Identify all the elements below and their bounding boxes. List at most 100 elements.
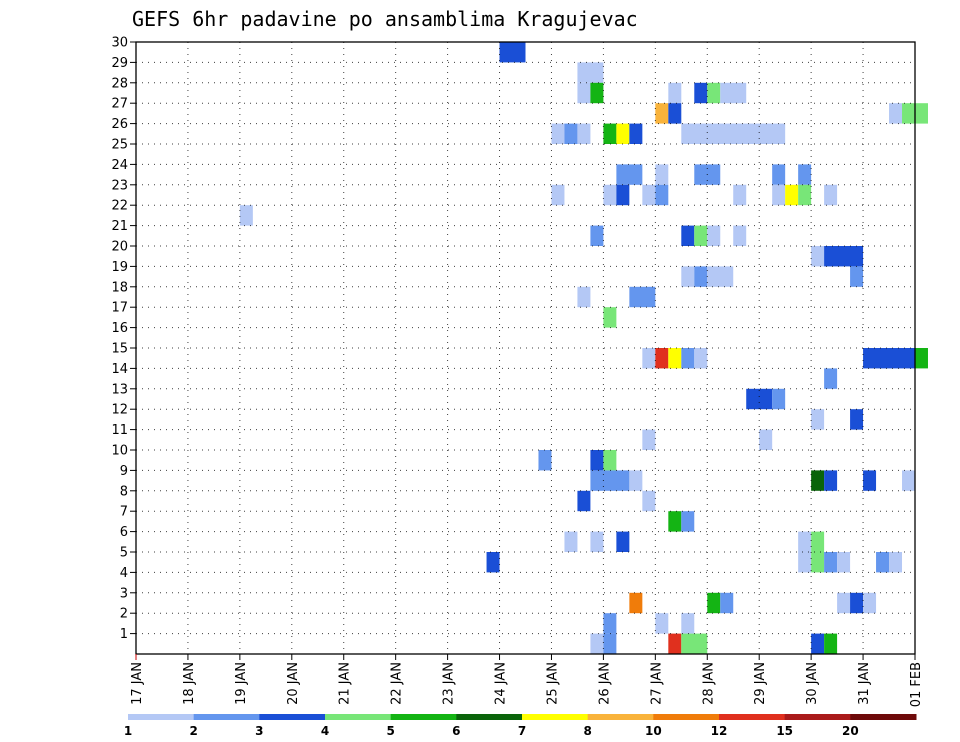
- cell-m6-s52: [811, 531, 825, 552]
- cell-m27-s41: [668, 103, 682, 124]
- cell-m9-s52: [811, 470, 825, 491]
- colorbar-swatch: [325, 714, 392, 720]
- y-tick-label: 8: [120, 484, 128, 499]
- y-tick-label: 19: [111, 260, 128, 275]
- cell-m19-s55: [850, 266, 864, 287]
- cell-m15-s43: [694, 348, 708, 369]
- cell-m6-s37: [616, 531, 630, 552]
- cell-m27-s58: [889, 103, 903, 124]
- y-tick-label: 22: [111, 199, 128, 214]
- colorbar-swatch: [193, 714, 260, 720]
- cell-m5-s58: [889, 552, 903, 573]
- cell-m18-s38: [629, 286, 656, 308]
- x-tick-label: 01 FEB: [909, 662, 924, 707]
- x-tick-label: 31 JAN: [857, 662, 872, 705]
- x-tick-label: 21 JAN: [338, 662, 353, 705]
- y-tick-label: 20: [111, 240, 128, 255]
- cell-m15-s39: [642, 348, 656, 369]
- cell-m23-s37: [616, 184, 630, 206]
- y-tick-label: 27: [111, 97, 128, 112]
- x-tick-label: 20 JAN: [286, 662, 301, 705]
- cell-m5-s53: [824, 552, 838, 573]
- cell-m24-s49: [772, 164, 786, 185]
- cell-m8-s39: [642, 490, 656, 512]
- y-tick-label: 3: [120, 586, 128, 601]
- cell-m6-s33: [564, 531, 578, 552]
- x-axis: 17 JAN 18 JAN 19 JAN 20 JAN 21 JAN 22 JAN 23 J…: [130, 654, 924, 707]
- grid-lines: [136, 41, 915, 654]
- y-tick-label: 11: [111, 423, 128, 438]
- cell-m5-s54: [837, 552, 851, 573]
- cell-m13-s47: [746, 388, 773, 410]
- cell-m20-s53: [824, 246, 864, 267]
- y-tick-label: 25: [111, 138, 128, 153]
- x-tick-label: 25 JAN: [545, 662, 560, 705]
- y-tick-label: 1: [120, 627, 128, 642]
- y-tick-label: 6: [120, 525, 128, 540]
- colorbar-label: 2: [189, 724, 197, 738]
- colorbar-label: 3: [255, 724, 263, 738]
- cell-m28-s41: [668, 82, 682, 104]
- colorbar-swatch: [259, 714, 326, 720]
- cell-m15-s60: [915, 348, 928, 369]
- colorbar-swatch: [390, 714, 457, 720]
- cell-m2-s36: [603, 613, 617, 634]
- colorbar-label: 1: [124, 724, 132, 738]
- y-tick-label: 29: [111, 56, 128, 71]
- x-tick-label: 29 JAN: [753, 662, 768, 705]
- colorbar-swatch: [587, 714, 654, 720]
- cell-m26-s42: [681, 123, 786, 144]
- colorbar-label: 20: [842, 724, 859, 738]
- cell-m17-s36: [603, 307, 617, 328]
- x-tick-label: 18 JAN: [182, 662, 197, 705]
- cell-m26-s32: [551, 123, 565, 144]
- cell-m1-s35: [590, 633, 604, 654]
- cell-m9-s35: [590, 470, 630, 491]
- x-tick-label: 19 JAN: [234, 662, 249, 705]
- cell-m23-s46: [733, 184, 747, 206]
- cell-m11-s39: [642, 429, 656, 450]
- cell-m9-s56: [863, 470, 877, 491]
- y-tick-label: 12: [111, 403, 128, 418]
- y-tick-label: 5: [120, 546, 128, 561]
- y-tick-label: 26: [111, 117, 128, 132]
- cell-m21-s42: [681, 225, 695, 246]
- y-tick-label: 13: [111, 382, 128, 397]
- cell-m9-s53: [824, 470, 838, 491]
- y-tick-label: 15: [111, 342, 128, 357]
- y-tick-label: 4: [120, 566, 128, 581]
- cell-m26-s38: [629, 123, 643, 144]
- x-tick-label: 24 JAN: [494, 662, 509, 705]
- colorbar-label: 10: [645, 724, 662, 738]
- cell-m28-s34: [577, 82, 591, 104]
- cell-m19-s43: [694, 266, 708, 287]
- cell-m21-s46: [733, 225, 747, 246]
- cell-m2-s40: [655, 613, 669, 634]
- colorbar-label: 8: [583, 724, 591, 738]
- colorbar-label: 12: [711, 724, 728, 738]
- x-tick-label: 26 JAN: [597, 662, 612, 705]
- y-tick-label: 23: [111, 178, 128, 193]
- cell-m23-s53: [824, 184, 838, 206]
- colorbar-swatch: [653, 714, 720, 720]
- cell-m5-s52: [811, 552, 825, 573]
- cell-m23-s50: [785, 184, 799, 206]
- cell-m3-s38: [629, 592, 643, 614]
- cell-m11-s48: [759, 429, 773, 450]
- cell-m12-s52: [811, 409, 825, 430]
- x-tick-label: 30 JAN: [805, 662, 820, 705]
- y-tick-label: 9: [120, 464, 128, 479]
- cell-m10-s35: [590, 450, 604, 471]
- cell-m30-s28: [499, 42, 526, 63]
- y-tick-label: 2: [120, 607, 128, 622]
- cell-m15-s41: [668, 348, 682, 369]
- cell-m12-s55: [850, 409, 864, 430]
- cell-m1-s36: [603, 633, 617, 654]
- y-tick-label: 10: [111, 444, 128, 459]
- cell-m24-s37: [616, 164, 643, 185]
- cell-m19-s42: [681, 266, 695, 287]
- y-tick-label: 16: [111, 321, 128, 336]
- cell-m2-s42: [681, 613, 695, 634]
- colorbar-label: 6: [452, 724, 460, 738]
